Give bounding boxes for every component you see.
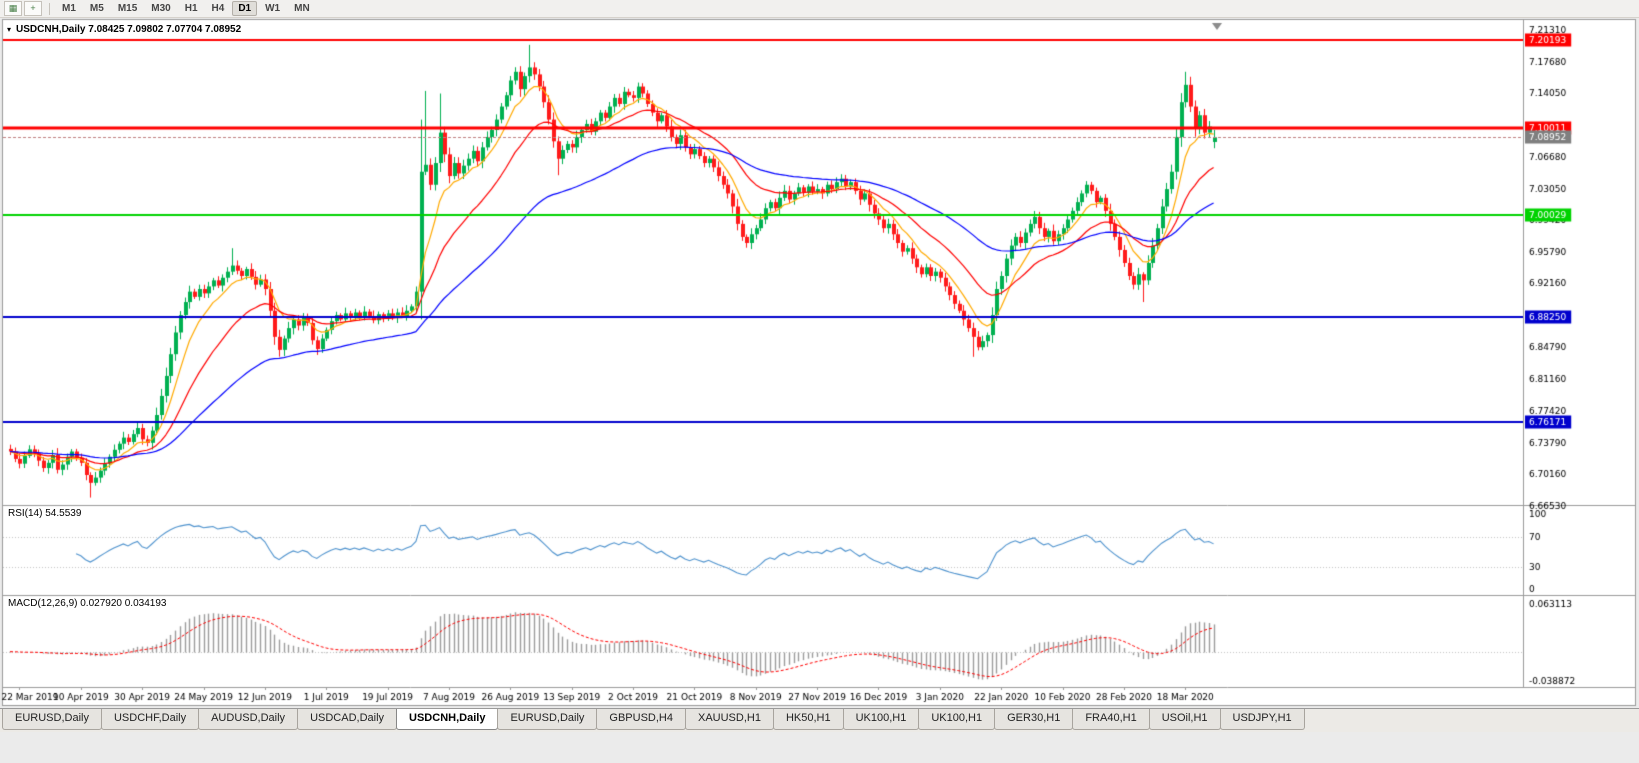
timeframe-button-m30[interactable]: M30: [151, 3, 171, 14]
chart-tab-uk100-h1[interactable]: UK100,H1: [842, 709, 920, 730]
chart-title: ▾ USDCNH,Daily 7.08425 7.09802 7.07704 7…: [7, 24, 241, 35]
chart-tab-ger30-h1[interactable]: GER30,H1: [994, 709, 1074, 730]
chart-title-text: USDCNH,Daily 7.08425 7.09802 7.07704 7.0…: [16, 24, 242, 35]
timeframe-button-mn[interactable]: MN: [294, 3, 310, 14]
chart-tab-eurusd-daily[interactable]: EURUSD,Daily: [2, 709, 102, 730]
toolbar: ▦ + M1 M5 M15 M30 H1 H4 D1 W1 MN: [0, 0, 1639, 18]
macd-indicator-label: MACD(12,26,9) 0.027920 0.034193: [8, 598, 167, 609]
chart-tab-audusd-daily[interactable]: AUDUSD,Daily: [198, 709, 299, 730]
rsi-indicator-label: RSI(14) 54.5539: [8, 508, 82, 519]
timeframe-button-m1[interactable]: M1: [62, 3, 76, 14]
chart-tab-uk100-h1[interactable]: UK100,H1: [918, 709, 996, 730]
timeframe-buttons: M1 M5 M15 M30 H1 H4 D1 W1 MN: [55, 1, 317, 16]
chart-tab-usdcad-daily[interactable]: USDCAD,Daily: [297, 709, 398, 730]
crosshair-icon[interactable]: +: [24, 1, 42, 16]
chart-tab-fra40-h1[interactable]: FRA40,H1: [1072, 709, 1150, 730]
timeframe-button-h1[interactable]: H1: [184, 3, 198, 14]
chart-tab-usdjpy-h1[interactable]: USDJPY,H1: [1219, 709, 1305, 730]
timeframe-button-h4[interactable]: H4: [211, 3, 225, 14]
one-click-trading-icon[interactable]: ▾: [7, 25, 12, 34]
chart-tab-gbpusd-h4[interactable]: GBPUSD,H4: [596, 709, 686, 730]
chart-tab-usdcnh-daily[interactable]: USDCNH,Daily: [396, 709, 499, 730]
timeframe-button-d1[interactable]: D1: [232, 1, 258, 16]
chart-tab-bar: EURUSD,Daily USDCHF,Daily AUDUSD,Daily USDC…: [0, 708, 1639, 732]
chart-tab-eurusd-daily[interactable]: EURUSD,Daily: [497, 709, 598, 730]
timeframe-button-m5[interactable]: M5: [89, 3, 104, 14]
chart-tab-hk50-h1[interactable]: HK50,H1: [772, 709, 844, 730]
chart-tab-usdchf-daily[interactable]: USDCHF,Daily: [100, 709, 200, 730]
timeframe-button-m15[interactable]: M15: [117, 3, 138, 14]
chart-icon[interactable]: ▦: [4, 1, 22, 16]
toolbar-separator: [49, 2, 50, 15]
timeframe-button-w1[interactable]: W1: [265, 3, 281, 14]
chart-tab-usoil-h1[interactable]: USOil,H1: [1148, 709, 1221, 730]
chart-tab-xauusd-h1[interactable]: XAUUSD,H1: [684, 709, 774, 730]
